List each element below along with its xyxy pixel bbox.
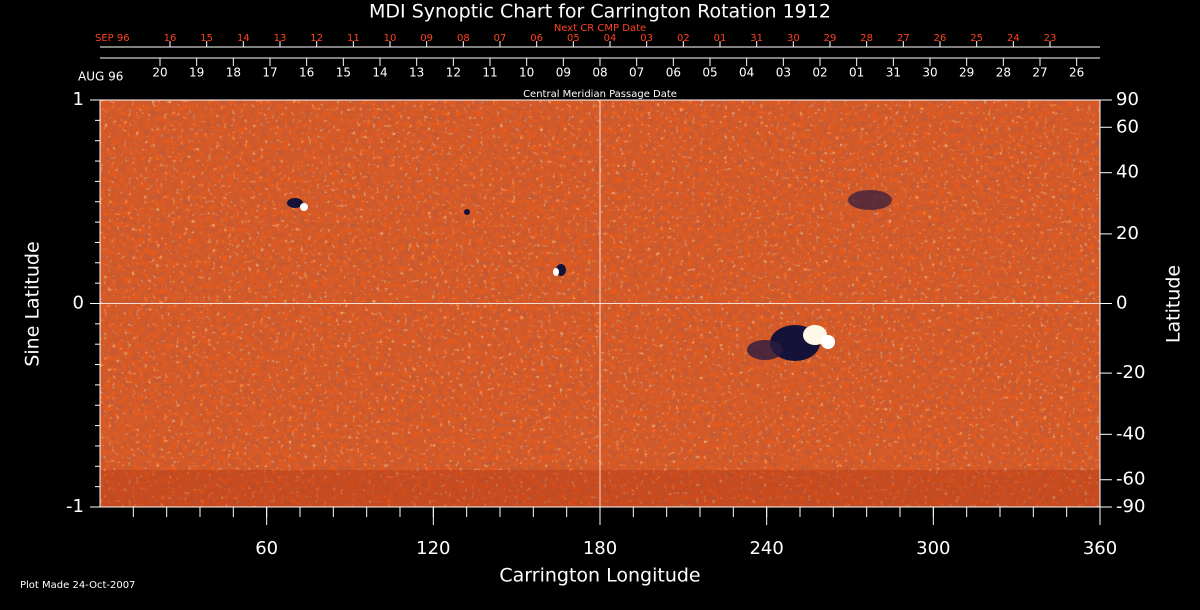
top-tick-label: 10 — [519, 66, 534, 80]
top-tick-label: 15 — [336, 66, 351, 80]
y-axis-label: Sine Latitude — [22, 241, 44, 366]
x-tick-label: 120 — [416, 538, 450, 559]
top-axis-title: Central Meridian Passage Date — [523, 89, 677, 100]
top-axis-prefix: AUG 96 — [78, 70, 123, 84]
top-tick-label: 08 — [457, 33, 470, 44]
y2-tick-label: 90 — [1116, 89, 1139, 110]
y2-tick-label: -60 — [1116, 469, 1145, 490]
top-tick-label: 14 — [372, 66, 387, 80]
top-tick-label: 07 — [494, 33, 507, 44]
top-tick-label: 31 — [886, 66, 901, 80]
top-tick-label: 13 — [274, 33, 287, 44]
y2-tick-label: -90 — [1116, 496, 1145, 517]
x-tick-label: 360 — [1083, 538, 1117, 559]
top-axis-title: Next CR CMP Date — [554, 23, 646, 34]
top-tick-label: 07 — [629, 66, 644, 80]
top-tick-label: 18 — [226, 66, 241, 80]
top-tick-label: 26 — [934, 33, 947, 44]
top-tick-label: 27 — [1032, 66, 1047, 80]
top-axis-prefix: SEP 96 — [95, 33, 130, 44]
top-tick-label: 16 — [164, 33, 177, 44]
y2-tick-label: 40 — [1116, 162, 1139, 183]
top-tick-label: 01 — [849, 66, 864, 80]
top-tick-label: 17 — [262, 66, 277, 80]
top-tick-label: 06 — [666, 66, 681, 80]
top-tick-label: 15 — [200, 33, 213, 44]
top-tick-label: 04 — [739, 66, 754, 80]
footer: Plot Made 24-Oct-2007 — [20, 580, 135, 591]
top-tick-label: 03 — [776, 66, 791, 80]
top-tick-label: 31 — [750, 33, 763, 44]
y2-axis-label: Latitude — [1163, 265, 1185, 343]
x-tick-label: 60 — [255, 538, 278, 559]
chart-title: MDI Synoptic Chart for Carrington Rotati… — [369, 1, 831, 23]
y-tick-label: -1 — [66, 496, 84, 517]
y2-tick-label: 60 — [1116, 116, 1139, 137]
top-tick-label: 25 — [970, 33, 983, 44]
top-tick-label: 26 — [1069, 66, 1084, 80]
x-tick-label: 240 — [749, 538, 783, 559]
y2-tick-label: -20 — [1116, 362, 1145, 383]
top-tick-label: 24 — [1007, 33, 1020, 44]
top-tick-label: 04 — [604, 33, 617, 44]
top-tick-label: 20 — [152, 66, 167, 80]
top-tick-label: 11 — [347, 33, 360, 44]
x-tick-label: 180 — [583, 538, 617, 559]
top-tick-label: 06 — [530, 33, 543, 44]
top-tick-label: 13 — [409, 66, 424, 80]
top-tick-label: 16 — [299, 66, 314, 80]
top-tick-label: 02 — [677, 33, 690, 44]
x-tick-label: 300 — [916, 538, 950, 559]
top-tick-label: 05 — [702, 66, 717, 80]
top-tick-label: 28 — [996, 66, 1011, 80]
top-tick-label: 23 — [1044, 33, 1057, 44]
y2-tick-label: -40 — [1116, 423, 1145, 444]
top-tick-label: 27 — [897, 33, 910, 44]
top-tick-label: 12 — [446, 66, 461, 80]
top-tick-label: 30 — [787, 33, 800, 44]
top-tick-label: 09 — [420, 33, 433, 44]
y-tick-label: 0 — [73, 293, 84, 314]
top-tick-label: 02 — [812, 66, 827, 80]
x-axis-label: Carrington Longitude — [499, 565, 700, 587]
top-tick-label: 19 — [189, 66, 204, 80]
y2-tick-label: 20 — [1116, 223, 1139, 244]
top-tick-label: 12 — [310, 33, 323, 44]
top-tick-label: 01 — [714, 33, 727, 44]
top-tick-label: 09 — [556, 66, 571, 80]
top-tick-label: 29 — [824, 33, 837, 44]
y-tick-label: 1 — [73, 89, 84, 110]
top-tick-label: 30 — [922, 66, 937, 80]
top-tick-label: 08 — [592, 66, 607, 80]
y2-tick-label: 0 — [1116, 293, 1127, 314]
top-tick-label: 29 — [959, 66, 974, 80]
top-tick-label: 10 — [384, 33, 397, 44]
top-tick-label: 11 — [482, 66, 497, 80]
top-tick-label: 05 — [567, 33, 580, 44]
top-tick-label: 28 — [860, 33, 873, 44]
top-tick-label: 14 — [237, 33, 250, 44]
top-tick-label: 03 — [640, 33, 653, 44]
